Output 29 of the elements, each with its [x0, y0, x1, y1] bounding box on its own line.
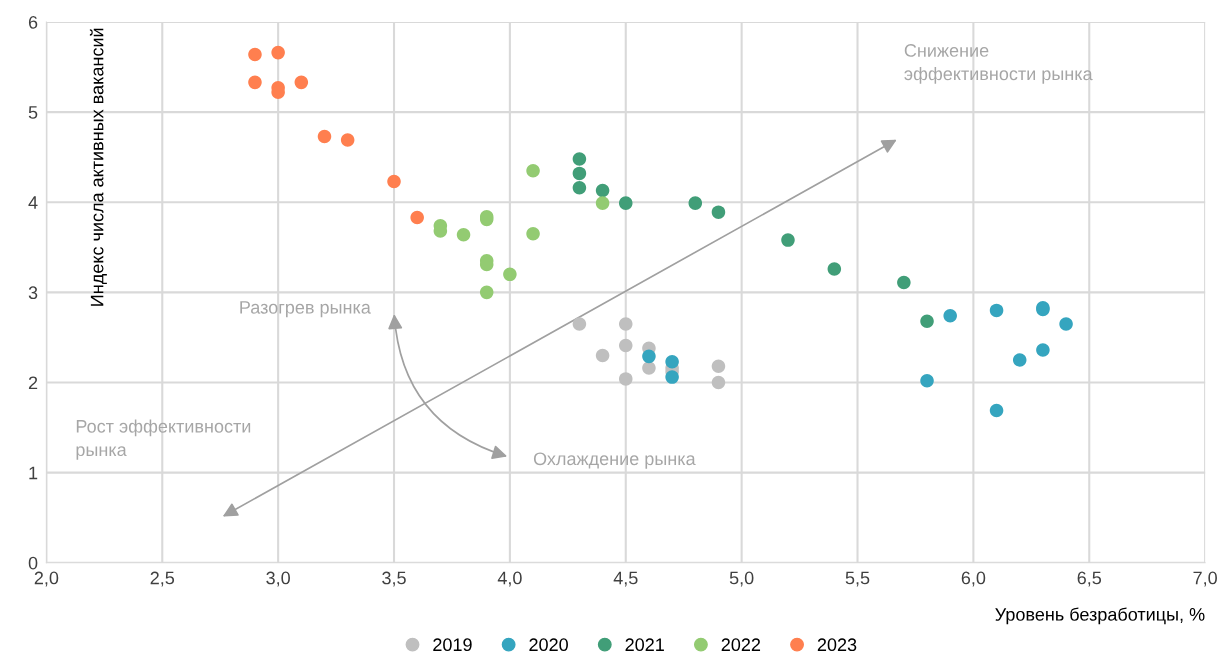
annotation: Охлаждение рынка — [533, 452, 696, 469]
x-tick-label: 4,5 — [613, 571, 638, 587]
legend-label: 2019 — [433, 638, 472, 652]
x-tick-label: 5,5 — [845, 571, 870, 587]
annotation: Рост эффективности рынка — [76, 419, 251, 460]
x-tick-label: 5,0 — [729, 571, 754, 587]
y-axis-title: Индекс числа активных вакансий — [89, 28, 107, 306]
legend-label: 2023 — [817, 638, 857, 652]
legend-label: 2020 — [529, 638, 568, 652]
x-tick-label: 6,0 — [961, 571, 986, 587]
x-tick-label: 3,0 — [266, 571, 290, 587]
y-tick-label: 1 — [29, 466, 38, 480]
x-axis-title: Уровень безработицы, % — [995, 607, 1205, 625]
x-tick-label: 3,5 — [382, 571, 406, 587]
y-tick-label: 2 — [28, 376, 38, 390]
y-tick-label: 5 — [28, 106, 38, 119]
y-tick-label: 0 — [28, 556, 38, 570]
x-tick-label: 2,5 — [150, 571, 175, 587]
legend-label: 2021 — [625, 638, 664, 652]
y-tick-label: 6 — [28, 15, 38, 29]
x-tick-label: 4,0 — [497, 571, 522, 587]
annotation: Разогрев рынка — [240, 301, 371, 318]
y-tick-label: 4 — [28, 196, 38, 209]
x-tick-label: 2,0 — [34, 571, 59, 587]
annotation: Снижение эффективности рынка — [904, 44, 1093, 84]
x-tick-label: 6,5 — [1077, 571, 1102, 587]
y-tick-label: 3 — [28, 286, 38, 300]
x-tick-label: 7,0 — [1193, 571, 1217, 587]
legend-label: 2022 — [721, 638, 761, 652]
